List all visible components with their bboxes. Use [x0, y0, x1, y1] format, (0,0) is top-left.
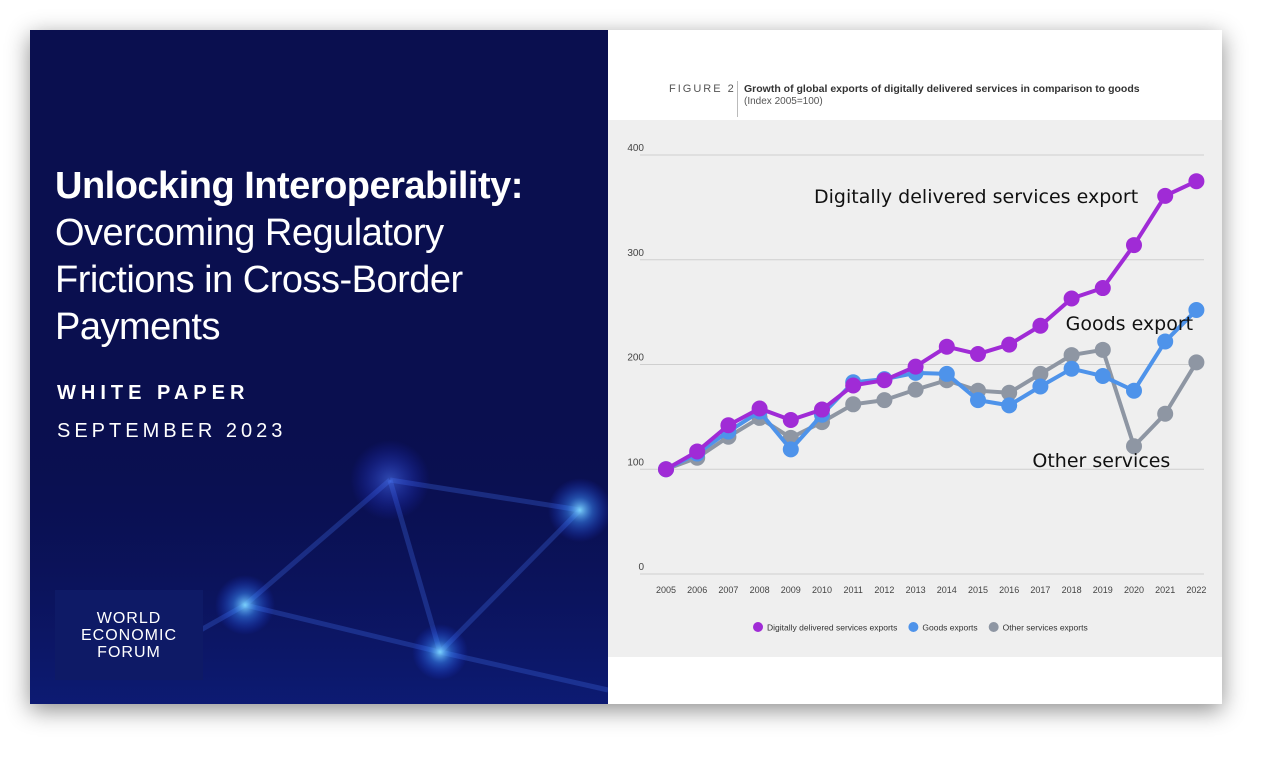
y-tick-label: 300 [627, 248, 644, 259]
cover-title-line: Frictions in Cross-Border [55, 259, 463, 301]
data-point [1001, 336, 1018, 353]
x-tick-label: 2014 [937, 585, 957, 595]
legend-label: Goods exports [922, 623, 977, 633]
data-point [907, 381, 924, 398]
data-point [1032, 365, 1049, 382]
x-tick-label: 2007 [718, 585, 738, 595]
x-tick-label: 2018 [1062, 585, 1082, 595]
chart-annotation: Other services [1032, 450, 1170, 472]
x-tick-label: 2012 [874, 585, 894, 595]
x-tick-label: 2011 [844, 585, 863, 595]
x-tick-label: 2013 [906, 585, 926, 595]
data-point [1188, 173, 1205, 190]
data-point [1157, 187, 1174, 204]
logo-line: WORLD [96, 609, 162, 627]
data-point [1094, 280, 1111, 297]
data-point [1188, 354, 1205, 371]
legend-label: Other services exports [1003, 623, 1088, 633]
data-point [814, 401, 830, 418]
figure-divider [737, 81, 738, 117]
data-point [1032, 378, 1049, 395]
data-point [970, 392, 986, 409]
data-point [1126, 382, 1142, 399]
publication-date: SEPTEMBER 2023 [57, 420, 287, 442]
y-tick-label: 0 [638, 562, 644, 573]
cover-panel: Unlocking Interoperability: Overcoming R… [30, 30, 608, 704]
data-point [658, 461, 674, 478]
chart-annotation: Digitally delivered services export [814, 186, 1138, 208]
x-tick-label: 2009 [781, 585, 801, 595]
data-point [1157, 333, 1174, 350]
data-point [845, 396, 862, 413]
data-point [782, 441, 799, 458]
legend-swatch [753, 622, 763, 632]
chart-annotation: Goods export [1066, 313, 1194, 335]
data-point [970, 346, 986, 363]
legend-swatch [908, 622, 919, 632]
data-point [845, 377, 862, 394]
logo-line: FORUM [97, 643, 161, 661]
x-tick-label: 2010 [812, 585, 832, 595]
x-tick-label: 2006 [687, 585, 707, 595]
logo-line: ECONOMIC [81, 626, 177, 644]
data-point [1157, 405, 1174, 422]
figure-title: Growth of global exports of digitally de… [744, 83, 1140, 95]
x-tick-label: 2021 [1155, 585, 1175, 595]
data-point [1032, 317, 1049, 334]
data-point [1001, 397, 1018, 414]
cover-title-bold: Unlocking Interoperability: [55, 165, 523, 207]
data-point [1188, 302, 1205, 319]
slide-card: Unlocking Interoperability: Overcoming R… [30, 30, 1222, 704]
data-point [1063, 290, 1080, 307]
x-tick-label: 2022 [1186, 585, 1206, 595]
data-point [1094, 368, 1111, 385]
data-point [907, 358, 924, 375]
data-point [938, 365, 955, 382]
figure-subtitle: (Index 2005=100) [744, 96, 823, 107]
data-point [876, 392, 893, 409]
data-point [876, 372, 893, 389]
data-point [1126, 237, 1142, 254]
x-tick-label: 2015 [968, 585, 988, 595]
figure-panel: FIGURE 2 Growth of global exports of dig… [608, 30, 1222, 704]
legend-label: Digitally delivered services exports [767, 623, 897, 633]
legend-swatch [988, 622, 999, 632]
y-tick-label: 400 [627, 143, 644, 154]
data-point [751, 400, 768, 417]
data-point [720, 417, 737, 434]
x-tick-label: 2008 [750, 585, 770, 595]
data-point [1063, 360, 1080, 377]
doc-type-label: WHITE PAPER [57, 382, 250, 404]
data-point [1063, 347, 1080, 364]
cover-title-line: Overcoming Regulatory [55, 212, 444, 254]
data-point [1126, 438, 1142, 455]
data-point [689, 443, 706, 460]
x-tick-label: 2017 [1030, 585, 1050, 595]
x-tick-label: 2020 [1124, 585, 1144, 595]
line-chart: 0 100 200 300 400 2005 2006 2007 2008 2009 2010 201… [627, 143, 1206, 633]
figure-tag: FIGURE 2 [669, 83, 736, 95]
wef-logo: WORLD ECONOMIC FORUM [55, 590, 203, 680]
data-point [1094, 341, 1111, 358]
x-tick-label: 2016 [999, 585, 1019, 595]
x-tick-label: 2019 [1093, 585, 1113, 595]
data-point [1001, 384, 1018, 401]
cover-title-line: Payments [55, 306, 220, 348]
data-point [938, 338, 955, 355]
y-tick-label: 200 [627, 353, 644, 364]
x-tick-label: 2005 [656, 585, 676, 595]
y-tick-label: 100 [627, 457, 644, 468]
cover-title: Unlocking Interoperability: Overcoming R… [55, 162, 523, 351]
data-point [782, 412, 799, 429]
